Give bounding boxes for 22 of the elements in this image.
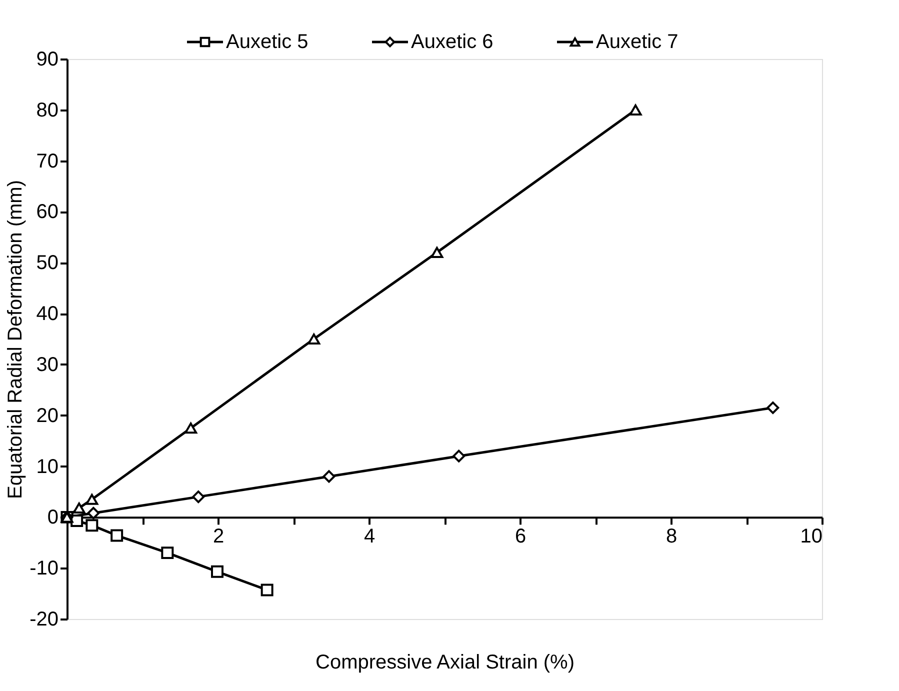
x-tick-label: 4 — [364, 526, 376, 548]
y-tick-label: 40 — [36, 303, 58, 326]
y-axis-title: Equatorial Radial Deformation (mm) — [4, 180, 27, 500]
y-tick-label: 30 — [36, 354, 58, 376]
y-tick-label: 0 — [47, 506, 58, 529]
y-tick-label: 10 — [36, 456, 58, 478]
y-tick-label: 20 — [36, 404, 58, 427]
y-tick-label: -10 — [30, 558, 58, 580]
x-axis-title: Compressive Axial Strain (%) — [316, 652, 574, 674]
legend-label: Auxetic 5 — [226, 31, 308, 53]
legend-label: Auxetic 7 — [596, 31, 678, 53]
y-tick-label: 80 — [36, 99, 58, 122]
y-tick-label: 70 — [36, 150, 58, 172]
x-tick-label: 6 — [514, 526, 526, 548]
x-tick-label: 2 — [212, 526, 224, 548]
y-tick-label: -20 — [30, 608, 58, 630]
y-tick-label: 90 — [36, 48, 58, 70]
y-tick-label: 50 — [36, 252, 58, 274]
x-tick-label: 8 — [666, 526, 678, 548]
legend-label: Auxetic 6 — [411, 31, 494, 53]
x-tick-label: 10 — [800, 526, 822, 548]
y-tick-label: 60 — [36, 201, 58, 224]
